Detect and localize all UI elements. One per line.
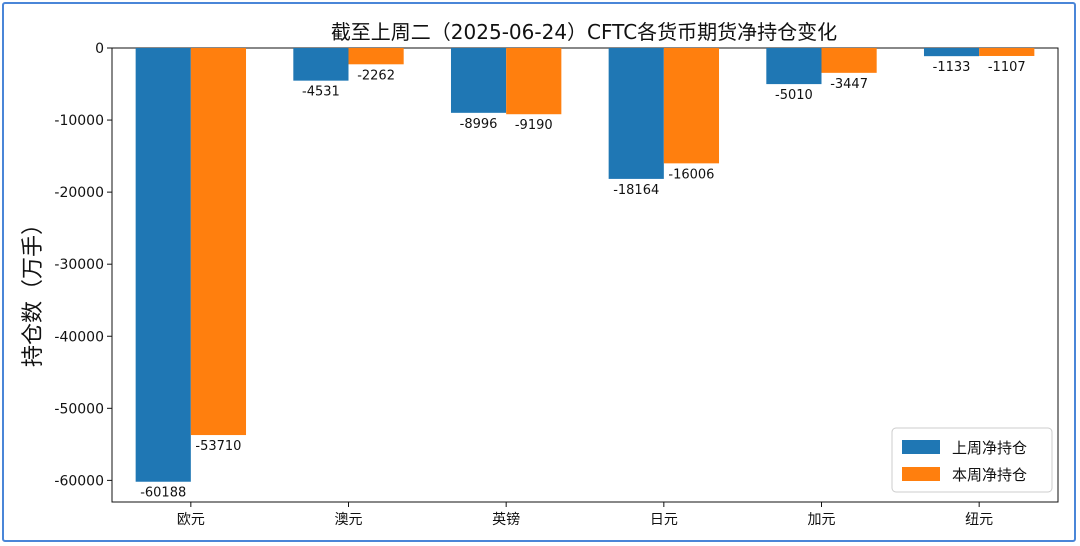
bar-value-label: -4531: [302, 85, 340, 100]
bar-value-label: -16006: [668, 167, 714, 182]
bar-value-label: -9190: [515, 118, 553, 133]
y-tick-label: -50000: [54, 401, 104, 417]
plot-area: [111, 47, 1059, 503]
x-tick-label: 澳元: [335, 512, 363, 528]
bar-value-label: -53710: [195, 439, 241, 454]
bar-last-week: [923, 48, 980, 57]
x-tick-label: 英镑: [492, 511, 520, 528]
bar-this-week: [979, 48, 1035, 56]
bars-group: [135, 48, 1035, 482]
legend-swatch: [902, 440, 940, 454]
bar-value-label: -5010: [775, 88, 813, 103]
legend-swatch: [902, 467, 940, 481]
y-axis-label: 持仓数（万手）: [21, 213, 46, 367]
bar-last-week: [450, 48, 507, 113]
x-tick-label: 加元: [808, 512, 836, 528]
legend-label: 上周净持仓: [952, 439, 1027, 457]
bar-value-label: -60188: [140, 486, 186, 501]
bar-value-label: -3447: [830, 77, 868, 92]
x-axis-ticks: 欧元 澳元 英镑 日元 加元 纽元: [177, 502, 993, 528]
x-tick-label: 日元: [650, 512, 678, 528]
y-axis-ticks: 0 -10000 -20000 -30000 -40000 -50000 -60000: [54, 41, 112, 489]
bar-this-week: [348, 48, 404, 65]
bar-value-label: -2262: [357, 68, 395, 83]
y-tick-label: 0: [95, 41, 104, 57]
bar-last-week: [135, 48, 191, 482]
chart-title: 截至上周二（2025-06-24）CFTC各货币期货净持仓变化: [331, 20, 837, 44]
bar-this-week: [821, 48, 877, 73]
x-tick-label: 纽元: [965, 512, 993, 528]
x-tick-label: 欧元: [177, 512, 205, 528]
y-tick-label: -60000: [54, 473, 104, 489]
bar-this-week: [190, 48, 247, 436]
bar-value-label: -1133: [933, 60, 971, 75]
y-tick-label: -30000: [54, 257, 104, 273]
y-tick-label: -10000: [54, 113, 104, 129]
y-tick-label: -40000: [54, 329, 104, 345]
bar-this-week: [506, 48, 562, 115]
bar-value-label: -8996: [460, 117, 498, 132]
data-labels-group: -60188 -53710 -4531 -2262 -8996 -9190 -18164 -1…: [140, 60, 1025, 501]
bar-value-label: -1107: [988, 60, 1026, 75]
bar-value-label: -18164: [613, 183, 659, 198]
y-tick-label: -20000: [54, 185, 104, 201]
legend-label: 本周净持仓: [952, 466, 1027, 484]
bar-last-week: [293, 48, 349, 81]
bar-last-week: [608, 48, 664, 179]
bar-this-week: [663, 48, 720, 164]
bar-last-week: [766, 48, 822, 85]
